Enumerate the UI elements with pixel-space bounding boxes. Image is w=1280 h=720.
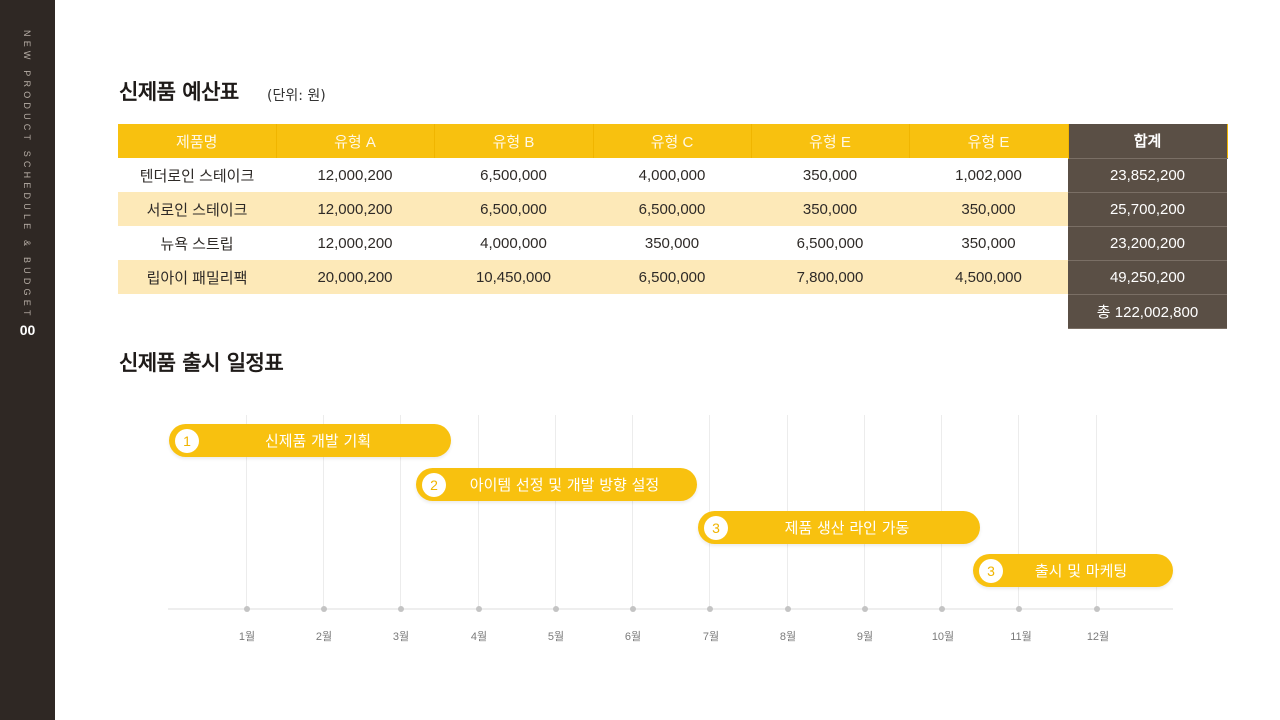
task-bar-launch-marketing[interactable]: 3 출시 및 마케팅 (973, 554, 1173, 587)
cell-value: 4,000,000 (638, 166, 706, 184)
header-type-c: 유형 C (593, 124, 752, 158)
month-label: 1월 (238, 631, 256, 643)
cell-value: 7,800,000 (751, 260, 909, 294)
task-label: 아이템 선정 및 개발 방향 설정 (469, 476, 660, 494)
month-dot (553, 606, 559, 612)
task-bar-production[interactable]: 3 제품 생산 라인 가동 (698, 511, 980, 544)
budget-title: 신제품 예산표 (119, 80, 239, 104)
month-label: 5월 (547, 631, 565, 643)
header-total: 합계 (1068, 124, 1228, 159)
month-dot (939, 606, 945, 612)
budget-unit-label: (단위: 원) (267, 88, 326, 104)
month-label: 6월 (624, 631, 642, 643)
grid-line (400, 415, 401, 610)
header-type-e: 유형 E (751, 124, 910, 158)
table-header-row: 제품명 유형 A 유형 B 유형 C 유형 E 유형 E 합계 (118, 124, 1228, 159)
month-label: 9월 (856, 631, 874, 643)
product-name: 뉴욕 스트립 (160, 235, 234, 253)
product-name: 서로인 스테이크 (118, 192, 276, 226)
blank-cell (118, 294, 1068, 328)
table-row: 서로인 스테이크 12,000,200 6,500,000 6,500,000 … (118, 192, 1227, 227)
cell-value: 1,002,000 (955, 166, 1022, 184)
cell-value: 350,000 (961, 234, 1016, 252)
row-total: 23,852,200 (1068, 158, 1227, 193)
sidebar: NEW PRODUCT SCHEDULE & BUDGET 00 (0, 0, 55, 720)
month-label: 3월 (392, 631, 410, 643)
task-label: 출시 및 마케팅 (1034, 562, 1128, 580)
task-number-badge: 1 (175, 428, 199, 453)
cell-value: 12,000,200 (317, 234, 393, 252)
product-name: 립아이 패밀리팩 (118, 260, 276, 294)
task-label: 제품 생산 라인 가동 (784, 519, 910, 537)
schedule-title: 신제품 출시 일정표 (119, 351, 284, 375)
grand-total: 총 122,002,800 (1068, 294, 1227, 329)
cell-value: 6,500,000 (434, 192, 593, 226)
cell-value: 12,000,200 (317, 166, 393, 184)
cell-value: 4,500,000 (909, 260, 1068, 294)
cell-value: 6,500,000 (593, 192, 751, 226)
month-dot (1016, 606, 1022, 612)
grid-line (323, 415, 324, 610)
grand-total-row: 총 122,002,800 (118, 294, 1227, 329)
grid-line (632, 415, 633, 610)
month-dot (1094, 606, 1100, 612)
month-label: 10월 (931, 631, 955, 643)
month-label: 11월 (1010, 631, 1032, 643)
cell-value: 350,000 (909, 192, 1068, 226)
gantt-chart: 1월 2월 3월 4월 5월 6월 7월 8월 9월 10월 11월 12월 1… (168, 410, 1173, 660)
grid-line (478, 415, 479, 610)
grid-line (246, 415, 247, 610)
timeline-axis (168, 608, 1173, 610)
cell-value: 350,000 (802, 166, 858, 184)
cell-value: 6,500,000 (480, 166, 547, 184)
header-type-b: 유형 B (434, 124, 594, 158)
month-label: 4월 (470, 631, 488, 643)
sidebar-vertical-title: NEW PRODUCT SCHEDULE & BUDGET (22, 30, 32, 320)
header-type-e-2: 유형 E (909, 124, 1069, 158)
task-number-badge: 3 (704, 515, 728, 540)
task-bar-planning[interactable]: 1 신제품 개발 기획 (169, 424, 451, 457)
month-dot (321, 606, 327, 612)
row-total: 49,250,200 (1068, 260, 1227, 295)
task-number-badge: 3 (979, 558, 1003, 583)
month-dot (707, 606, 713, 612)
month-label: 12월 (1086, 631, 1110, 643)
header-type-a: 유형 A (276, 124, 435, 158)
grid-line (555, 415, 556, 610)
cell-value: 20,000,200 (276, 260, 434, 294)
month-dot (398, 606, 404, 612)
row-total: 25,700,200 (1068, 192, 1227, 227)
cell-value: 6,500,000 (593, 260, 751, 294)
table-row: 텐더로인 스테이크 12,000,200 6,500,000 4,000,000… (118, 158, 1227, 193)
table-row: 립아이 패밀리팩 20,000,200 10,450,000 6,500,000… (118, 260, 1227, 295)
row-total: 23,200,200 (1068, 226, 1227, 261)
month-dot (785, 606, 791, 612)
header-product-name: 제품명 (118, 124, 277, 158)
cell-value: 4,000,000 (480, 234, 547, 252)
month-dot (476, 606, 482, 612)
table-row: 뉴욕 스트립 12,000,200 4,000,000 350,000 6,50… (118, 226, 1227, 261)
month-dot (630, 606, 636, 612)
month-dot (244, 606, 250, 612)
grid-line (1096, 415, 1097, 610)
cell-value: 12,000,200 (276, 192, 434, 226)
task-number-badge: 2 (422, 472, 446, 497)
cell-value: 350,000 (751, 192, 909, 226)
month-label: 7월 (702, 631, 720, 643)
grid-line (1018, 415, 1019, 610)
budget-table: 제품명 유형 A 유형 B 유형 C 유형 E 유형 E 합계 텐더로인 스테이… (118, 124, 1228, 329)
cell-value: 6,500,000 (796, 234, 864, 252)
cell-value: 10,450,000 (434, 260, 593, 294)
month-dot (862, 606, 868, 612)
page-number: 00 (19, 322, 36, 338)
task-label: 신제품 개발 기획 (264, 432, 372, 450)
cell-value: 350,000 (644, 234, 700, 252)
month-label: 2월 (315, 631, 333, 643)
month-label: 8월 (779, 631, 797, 643)
product-name: 텐더로인 스테이크 (139, 167, 255, 185)
task-bar-item-selection[interactable]: 2 아이템 선정 및 개발 방향 설정 (416, 468, 697, 501)
